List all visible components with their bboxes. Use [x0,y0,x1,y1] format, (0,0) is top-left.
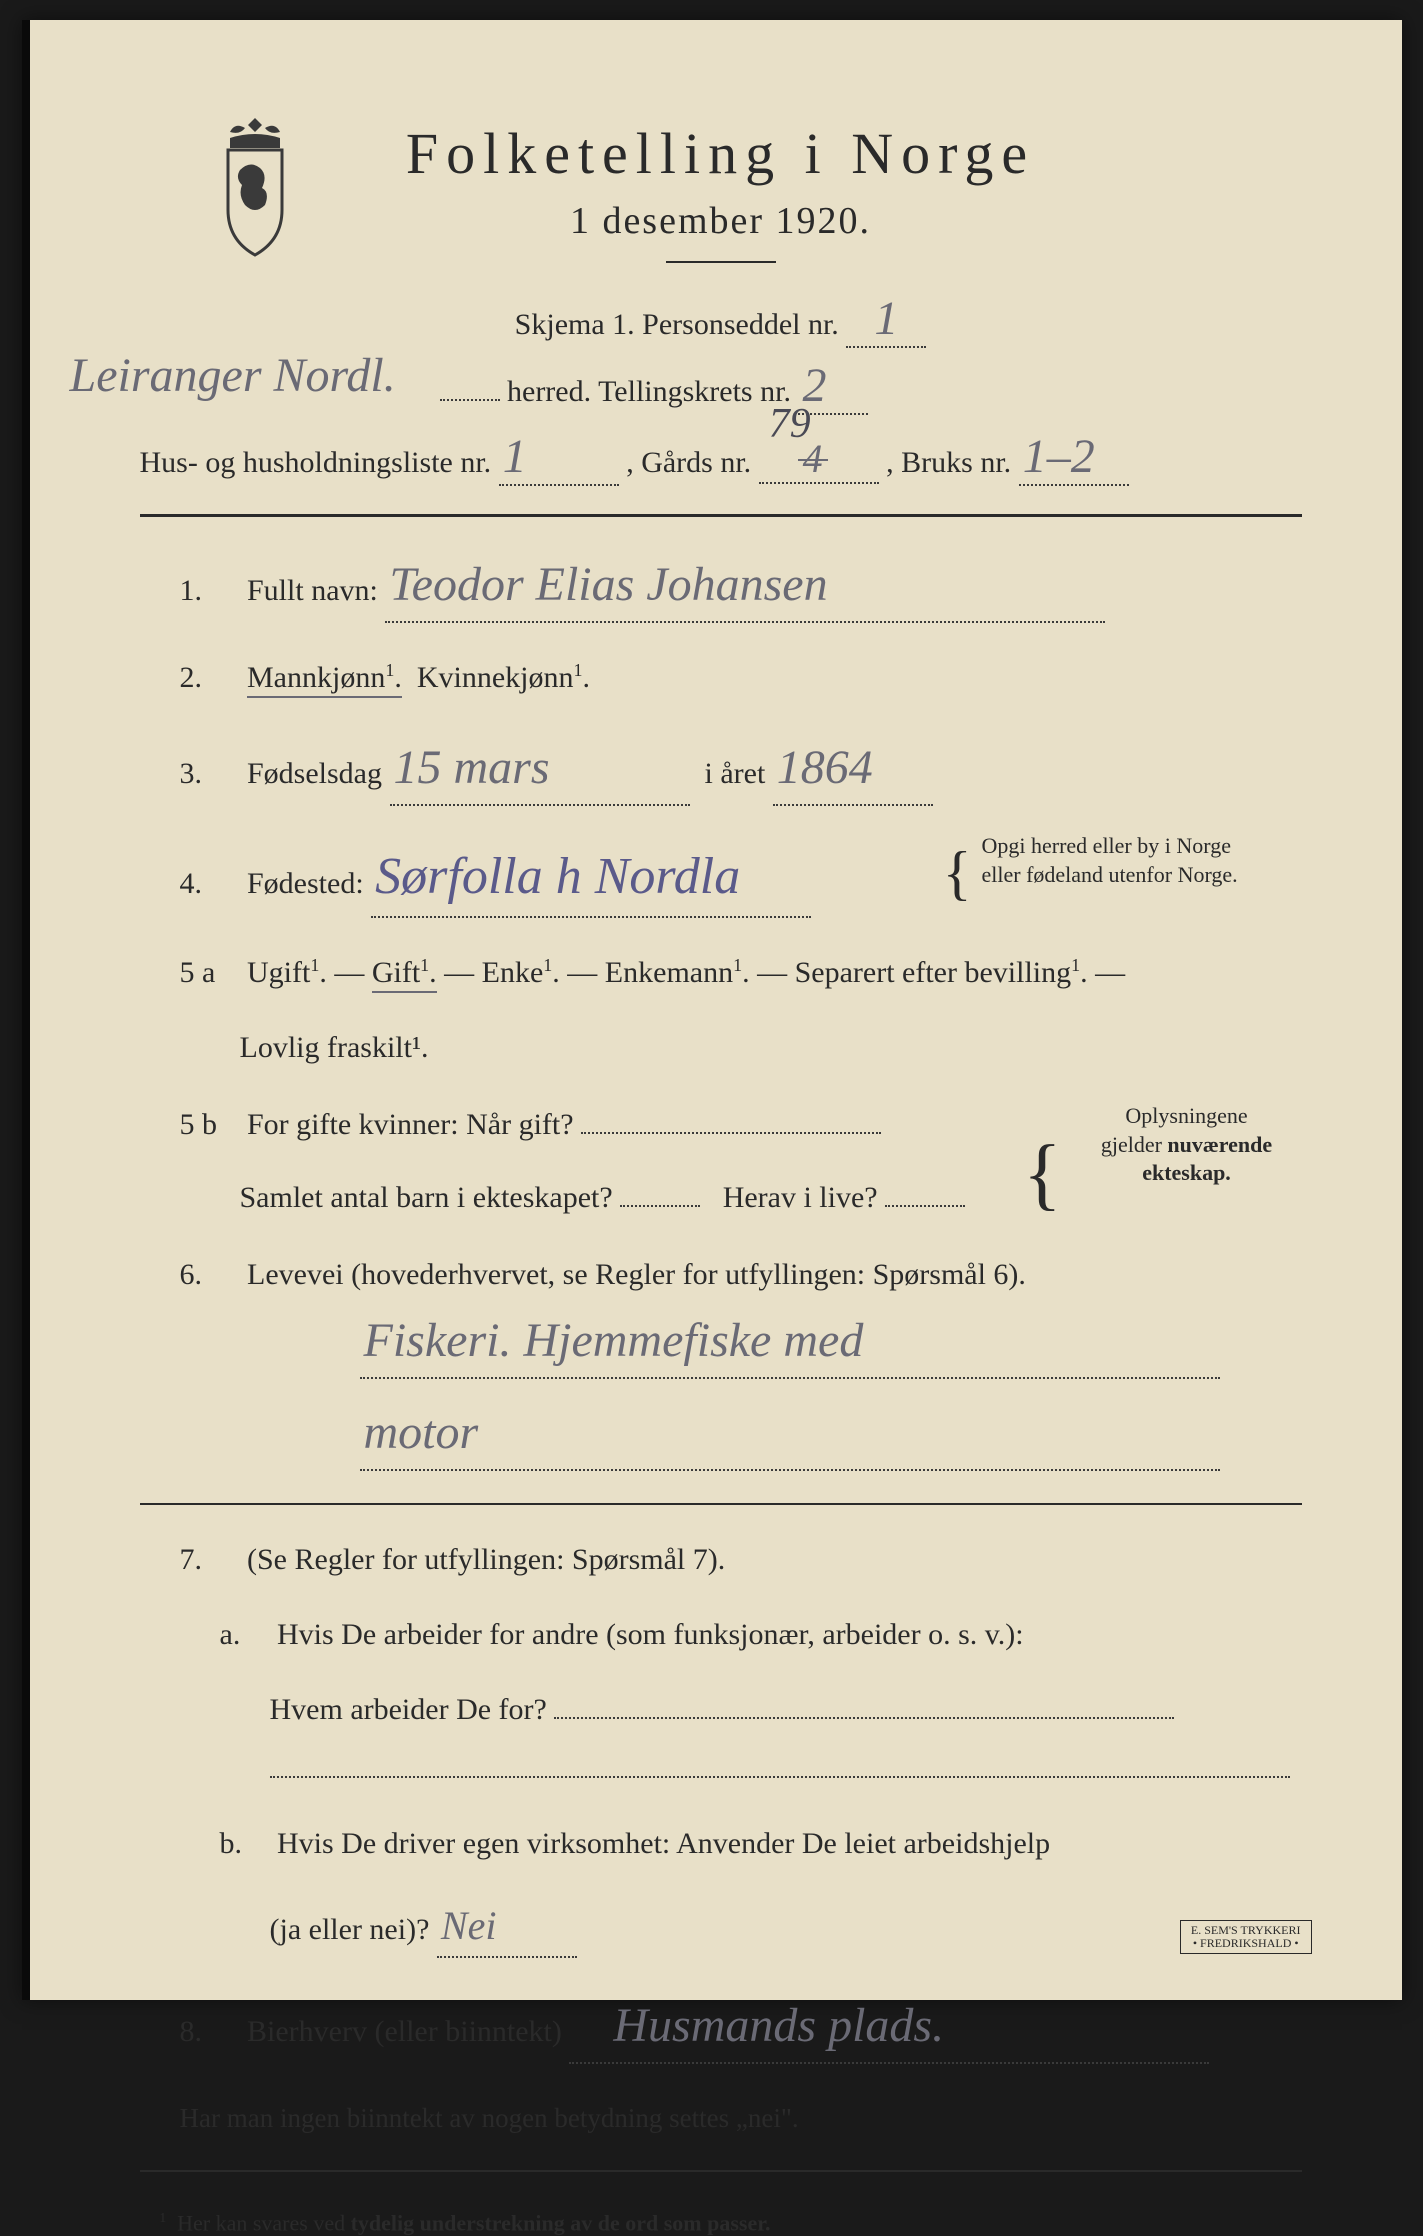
bruks-nr: 1–2 [1023,430,1095,483]
q8-row: 8. Bierhverv (eller biinntekt) Husmands … [180,1990,1302,2139]
herred-label: herred. Tellingskrets nr. [507,375,791,408]
form-title: Folketelling i Norge [140,110,1302,187]
q7b-label: b. [220,1821,270,1866]
rule-after-q6 [140,1503,1302,1505]
q7b-value: Nei [441,1903,497,1948]
skjema-label: Skjema 1. Personseddel nr. [515,308,839,341]
q5b-row: 5 b For gifte kvinner: Når gift? Samlet … [180,1102,1302,1220]
hus-nr: 1 [503,430,527,483]
q5a-line2: Lovlig fraskilt¹. [240,1025,1302,1070]
q5b-note-l1: Oplysningene [1072,1102,1302,1131]
q7a-label: a. [220,1612,270,1657]
brace-icon: { [943,828,972,918]
q7b-l1: Hvis De driver egen virksomhet: Anvender… [277,1827,1050,1860]
q7-num: 7. [180,1537,240,1582]
q5b-note-l3: ekteskap. [1072,1159,1302,1188]
q2-mannkjonn: Mannkjønn1. [247,661,402,698]
q1-row: 1. Fullt navn: Teodor Elias Johansen [180,549,1302,623]
q6-answer: Fiskeri. Hjemmefiske med motor [360,1305,1302,1471]
q1-num: 1. [180,568,240,613]
q6-label: Levevei (hovederhvervet, se Regler for u… [247,1258,1026,1291]
q8-label: Bierhverv (eller biinntekt) [247,2015,562,2048]
bottom-rule [140,2170,1302,2172]
stamp-l2: • FREDRIKSHALD • [1191,1937,1301,1950]
q7-label: (Se Regler for utfyllingen: Spørsmål 7). [247,1543,725,1576]
brace-icon-2: { [1023,1114,1061,1234]
q6-l2: motor [364,1406,479,1459]
gards-label: , Gårds nr. [626,446,751,479]
bruks-label: , Bruks nr. [886,446,1011,479]
herred-name: Leiranger Nordl. [70,348,396,403]
q3-year-label: i året [705,757,766,790]
q4-note-l1: Opgi herred eller by i Norge [982,832,1302,861]
q8-note: Har man ingen biinntekt av nogen betydni… [180,2098,1302,2139]
q7b-l2: (ja eller nei)? [270,1913,430,1946]
q7-row: 7. (Se Regler for utfyllingen: Spørsmål … [180,1537,1302,1958]
census-form-page: Folketelling i Norge 1 desember 1920. Sk… [22,20,1402,2000]
herred-line: Leiranger Nordl. herred. Tellingskrets n… [140,358,1302,415]
q1-value: Teodor Elias Johansen [389,558,827,611]
q2-num: 2. [180,655,240,700]
coat-of-arms-icon [200,110,310,260]
q7a-l1: Hvis De arbeider for andre (som funksjon… [277,1618,1024,1651]
q5b-l2a: Samlet antal barn i ekteskapet? [240,1181,613,1214]
q3-num: 3. [180,751,240,796]
q4-value: Sørfolla h Nordla [375,848,740,905]
q2-row: 2. Mannkjønn1. Kvinnekjønn1. [180,655,1302,700]
q7a-l2: Hvem arbeider De for? [270,1693,547,1726]
q4-label: Fødested: [247,867,364,900]
q6-row: 6. Levevei (hovederhvervet, se Regler fo… [180,1252,1302,1471]
q4-row: 4. Fødested: Sørfolla h Nordla { Opgi he… [180,838,1302,918]
q6-l1: Fiskeri. Hjemmefiske med [364,1314,864,1367]
q4-num: 4. [180,861,240,906]
q5b-num: 5 b [180,1102,240,1147]
q5b-note-l2: gjelder nuværende [1072,1131,1302,1160]
q3-day: 15 mars [394,741,550,794]
header-rule [140,514,1302,517]
q5b-l1: For gifte kvinner: Når gift? [247,1108,574,1141]
gards-nr-old: 4 [803,436,823,481]
personseddel-nr: 1 [874,292,898,345]
title-divider [666,261,776,263]
q1-label: Fullt navn: [247,574,378,607]
skjema-line: Skjema 1. Personseddel nr. 1 [140,291,1302,348]
q5b-note: Oplysningene gjelder nuværende ekteskap. [1072,1102,1302,1188]
q4-note: Opgi herred eller by i Norge eller fødel… [982,832,1302,889]
q3-year: 1864 [777,741,873,794]
form-date: 1 desember 1920. [140,199,1302,243]
hus-line: Hus- og husholdningsliste nr. 1 , Gårds … [140,429,1302,486]
hus-label: Hus- og husholdningsliste nr. [140,446,492,479]
q5b-l2b: Herav i live? [723,1181,878,1214]
q4-note-l2: eller fødeland utenfor Norge. [982,861,1302,890]
q3-label: Fødselsdag [247,757,382,790]
q2-kvinnekjonn: Kvinnekjønn1. [417,661,590,694]
q3-row: 3. Fødselsdag 15 mars i året 1864 [180,732,1302,806]
form-header: Folketelling i Norge 1 desember 1920. Sk… [140,110,1302,486]
q5a-row: 5 a Ugift1. — Gift1. — Enke1. — Enkemann… [180,950,1302,1070]
q6-num: 6. [180,1252,240,1297]
q5a-options: Ugift1. — Gift1. — Enke1. — Enkemann1. —… [247,956,1125,989]
q8-value: Husmands plads. [613,1999,944,2052]
q5a-num: 5 a [180,950,240,995]
footnote: 1 Her kan svares ved tydelig understrekn… [140,2210,1302,2236]
q8-num: 8. [180,2009,240,2054]
stamp-l1: E. SEM'S TRYKKERI [1191,1924,1301,1937]
printer-stamp: E. SEM'S TRYKKERI • FREDRIKSHALD • [1180,1920,1312,1954]
